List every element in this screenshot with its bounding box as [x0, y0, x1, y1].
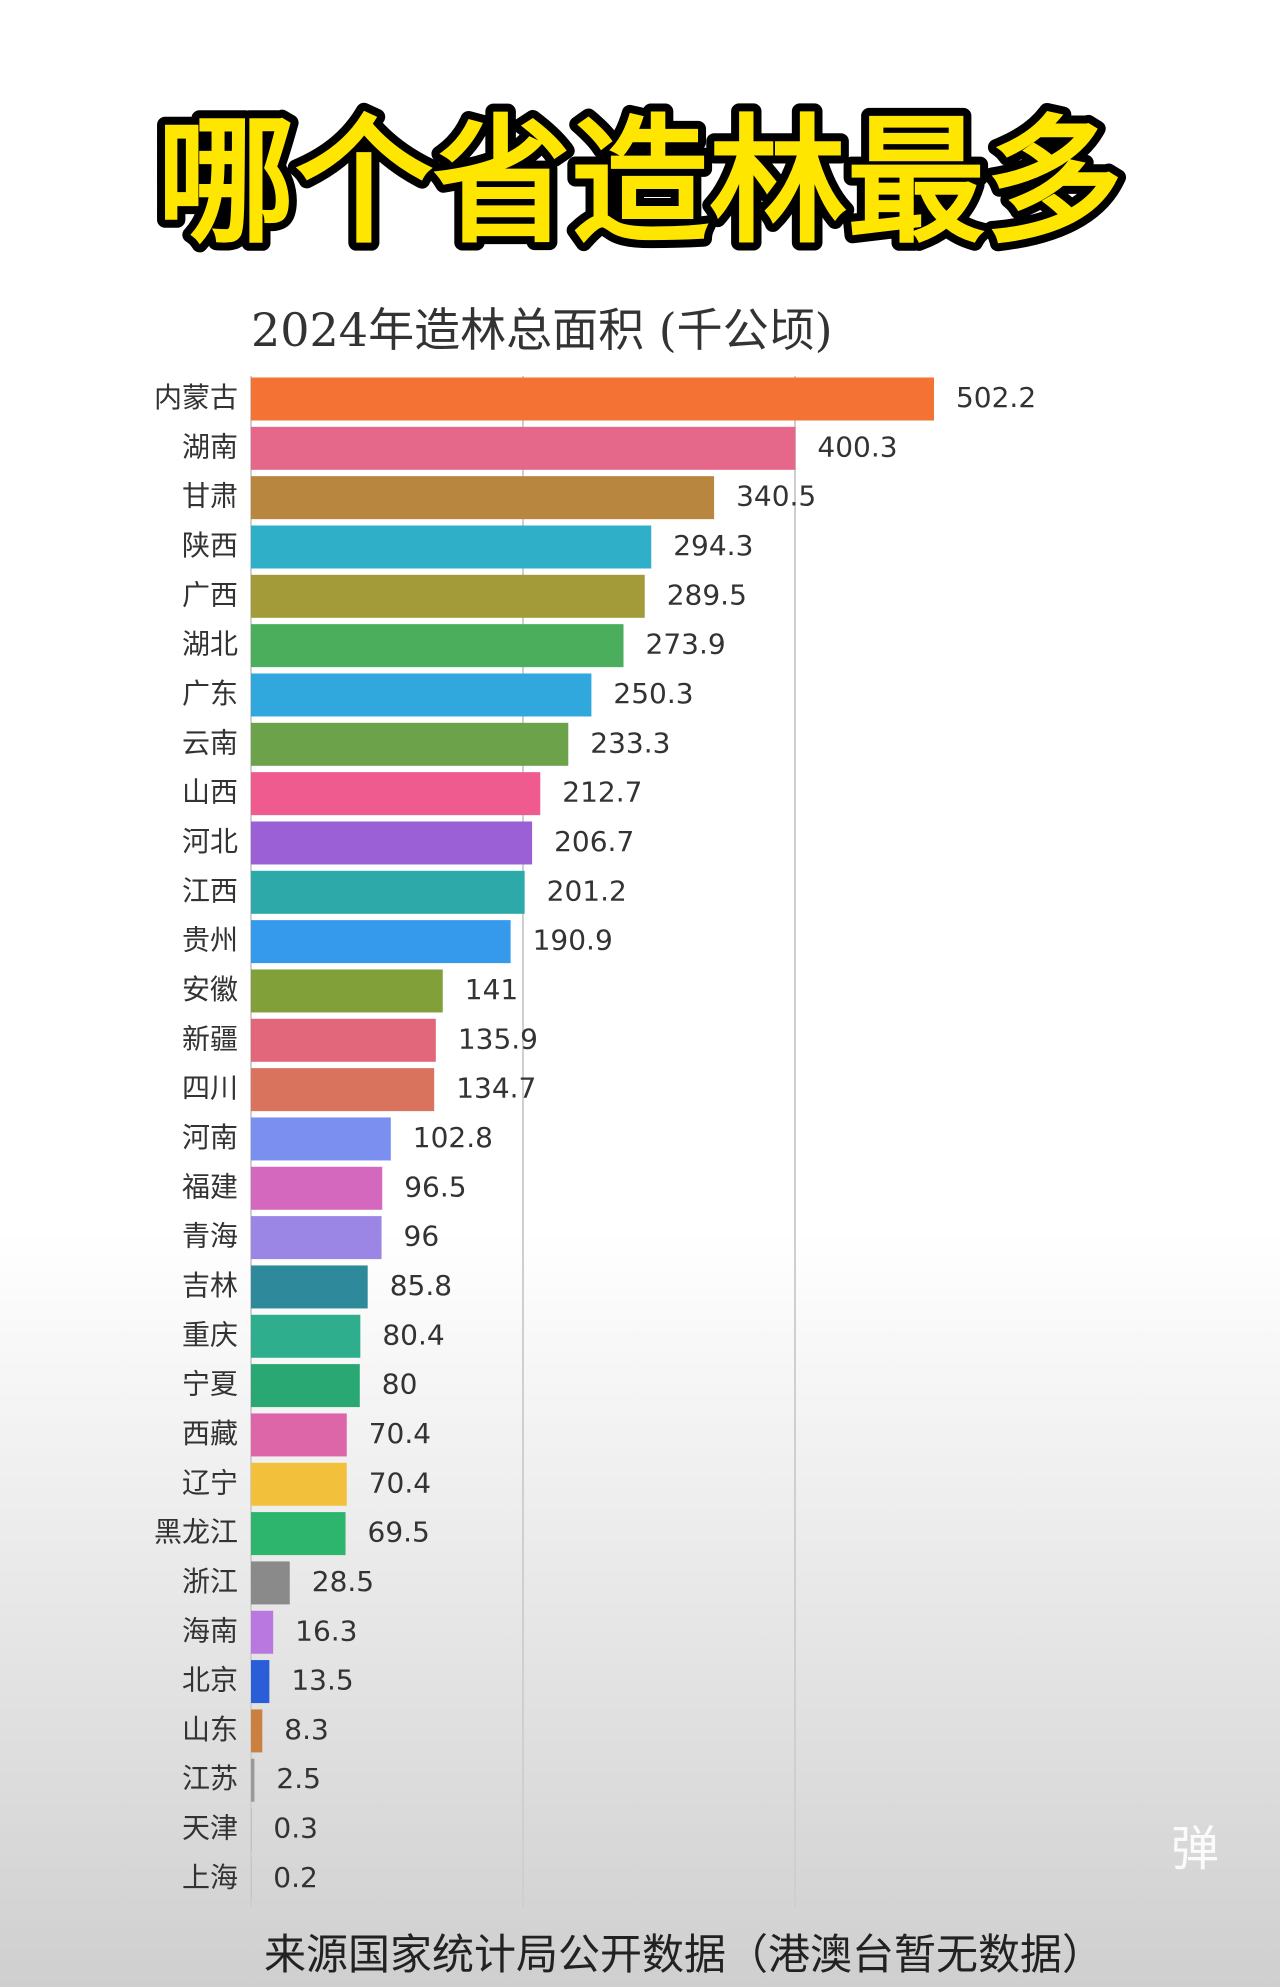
bar — [251, 1364, 360, 1408]
y-tick-label: 山东 — [182, 1713, 238, 1746]
y-tick-label: 吉林 — [182, 1269, 238, 1302]
value-label: 13.5 — [291, 1664, 353, 1697]
value-label: 190.9 — [533, 924, 613, 957]
bar — [251, 1166, 383, 1210]
value-label: 2.5 — [276, 1762, 321, 1795]
value-label: 0.2 — [273, 1861, 318, 1894]
value-label: 70.4 — [369, 1466, 431, 1499]
value-label: 80 — [382, 1368, 418, 1401]
bar — [251, 1709, 263, 1753]
value-label: 96.5 — [404, 1170, 466, 1203]
bar — [251, 525, 652, 569]
value-label: 201.2 — [547, 874, 627, 907]
value-label: 250.3 — [613, 677, 693, 710]
y-tick-label: 山西 — [182, 776, 238, 809]
bar — [251, 624, 624, 668]
value-label: 134.7 — [456, 1072, 536, 1105]
bar — [251, 969, 443, 1013]
value-label: 502.2 — [956, 381, 1036, 414]
value-label: 135.9 — [458, 1022, 538, 1055]
y-tick-label: 上海 — [182, 1861, 238, 1894]
value-label: 294.3 — [673, 529, 753, 562]
footer: 来源国家统计局公开数据（港澳台暂无数据） — [264, 1930, 1104, 1979]
bar — [251, 426, 796, 470]
bar — [251, 574, 645, 618]
y-tick-label: 安徽 — [182, 973, 238, 1006]
y-tick-label: 西藏 — [182, 1417, 238, 1450]
value-label: 69.5 — [368, 1516, 430, 1549]
value-label: 273.9 — [646, 628, 726, 661]
y-tick-label: 内蒙古 — [154, 381, 238, 414]
bar — [251, 1314, 361, 1358]
y-tick-label: 陕西 — [182, 529, 238, 562]
y-tick-label: 江苏 — [182, 1762, 238, 1795]
value-label: 70.4 — [369, 1417, 431, 1450]
bar — [251, 821, 533, 865]
y-tick-label: 福建 — [182, 1170, 238, 1203]
bar — [251, 1758, 255, 1802]
bar — [251, 673, 592, 717]
bar — [251, 1561, 290, 1605]
value-label: 400.3 — [817, 430, 897, 463]
value-label: 102.8 — [413, 1121, 493, 1154]
y-tick-label: 广西 — [182, 578, 238, 611]
y-tick-label: 河北 — [182, 825, 238, 858]
value-label: 340.5 — [736, 480, 816, 513]
y-tick-label: 北京 — [182, 1664, 238, 1697]
y-tick-label: 甘肃 — [182, 480, 238, 513]
value-label: 96 — [404, 1220, 440, 1253]
bar — [251, 1117, 391, 1161]
y-tick-label: 海南 — [182, 1614, 238, 1647]
value-label: 85.8 — [390, 1269, 452, 1302]
bar — [251, 1413, 347, 1457]
y-tick-label: 贵州 — [182, 924, 238, 957]
y-tick-label: 四川 — [182, 1072, 238, 1105]
value-label: 233.3 — [590, 726, 670, 759]
y-tick-label: 天津 — [182, 1812, 238, 1845]
bar — [251, 870, 525, 914]
value-label: 289.5 — [667, 578, 747, 611]
value-label: 0.3 — [273, 1812, 318, 1845]
chart-subtitle: 2024年造林总面积 (千公顷) — [251, 303, 833, 357]
y-tick-label: 浙江 — [182, 1565, 238, 1598]
value-label: 16.3 — [295, 1614, 357, 1647]
bar — [251, 1068, 435, 1112]
y-tick-label: 黑龙江 — [154, 1516, 238, 1549]
value-label: 141 — [465, 973, 518, 1006]
y-tick-label: 青海 — [182, 1220, 238, 1253]
bar — [251, 1462, 347, 1506]
chart-title: 哪个省造林最多 — [157, 102, 1123, 263]
bar — [251, 1610, 274, 1654]
y-tick-label: 河南 — [182, 1121, 238, 1154]
y-tick-label: 云南 — [182, 726, 238, 759]
value-label: 80.4 — [382, 1318, 444, 1351]
bar — [251, 1265, 368, 1309]
watermark: 弹 — [1171, 1821, 1219, 1877]
value-label: 8.3 — [284, 1713, 329, 1746]
value-label: 206.7 — [554, 825, 634, 858]
value-label: 28.5 — [312, 1565, 374, 1598]
y-tick-label: 重庆 — [182, 1318, 238, 1351]
bar — [251, 1660, 270, 1704]
bar — [251, 476, 715, 520]
bar — [251, 722, 569, 766]
y-tick-label: 江西 — [182, 874, 238, 907]
y-tick-label: 广东 — [182, 677, 238, 710]
y-tick-label: 辽宁 — [182, 1466, 238, 1499]
bar — [251, 1018, 436, 1062]
y-tick-label: 宁夏 — [182, 1368, 238, 1401]
y-tick-label: 湖北 — [182, 628, 238, 661]
bar — [251, 920, 511, 964]
bar — [251, 377, 934, 421]
y-tick-label: 新疆 — [182, 1022, 238, 1055]
bar — [251, 772, 541, 816]
bar — [251, 1512, 346, 1556]
value-label: 212.7 — [562, 776, 642, 809]
bar — [251, 1216, 382, 1260]
y-tick-label: 湖南 — [182, 430, 238, 463]
